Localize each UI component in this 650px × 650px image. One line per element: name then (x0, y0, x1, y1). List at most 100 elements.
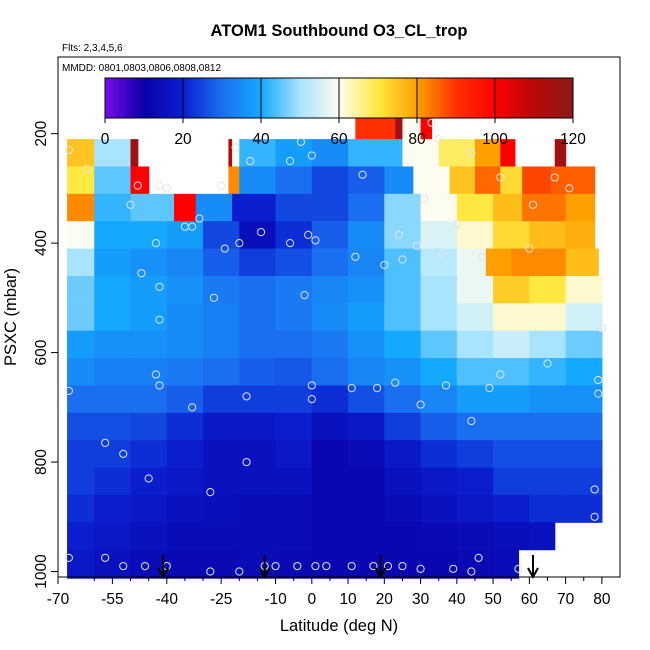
heatmap-cell (384, 385, 422, 414)
data-point (151, 370, 160, 379)
heatmap-cell (456, 221, 494, 250)
colorbar-ticks: 0 20 40 60 80 100 120 (101, 78, 586, 148)
heatmap-cell (493, 494, 530, 523)
heatmap-cell (456, 193, 494, 222)
data-point (271, 561, 280, 571)
data-point (144, 474, 153, 483)
data-point (311, 561, 320, 571)
heatmap-cell (67, 275, 95, 304)
heatmap-cell (348, 303, 385, 332)
data-point (322, 561, 331, 571)
y-axis-label: PSXC (mbar) (2, 268, 20, 366)
data-point (467, 567, 476, 576)
heatmap-cell (203, 221, 240, 250)
x-axis: -70 -55 -40 -25 -10 0 10 20 30 40 50 60 70 80 (47, 577, 611, 608)
heatmap-cell (94, 358, 132, 387)
heatmap-cell (67, 139, 95, 168)
data-point (256, 228, 266, 237)
data-point (594, 375, 603, 385)
heatmap-cell (311, 385, 349, 414)
data-point (594, 389, 603, 398)
heatmap-cell (130, 193, 175, 222)
heatmap-cell (67, 358, 95, 387)
heatmap-cell (130, 303, 168, 332)
heatmap-cell (474, 139, 501, 168)
heatmap-cell (275, 385, 313, 414)
heatmap-cell (348, 412, 385, 441)
heatmap-cell (130, 440, 168, 469)
data-point (242, 392, 251, 401)
heatmap-cell (456, 303, 494, 332)
data-point (383, 561, 393, 571)
heatmap-cell (348, 330, 385, 359)
heatmap-cell (500, 139, 516, 168)
heatmap-cell (384, 303, 422, 332)
heatmap-cell (166, 303, 204, 332)
heatmap-cell (500, 166, 523, 195)
heatmap-cell (493, 275, 530, 304)
colorbar-tick-label: 0 (101, 131, 110, 148)
heatmap-cell (348, 467, 385, 496)
heatmap-cell (232, 139, 240, 168)
data-point (242, 457, 251, 467)
heatmap-cell (94, 248, 132, 277)
data-point (151, 239, 160, 248)
data-point (485, 384, 494, 393)
y-tick-label: 600 (33, 339, 50, 365)
heatmap-cell (275, 358, 313, 387)
heatmap-cell (239, 412, 277, 441)
heatmap-cell (311, 412, 349, 441)
heatmap-cell (203, 522, 240, 551)
heatmap-cell (529, 412, 567, 441)
heatmap-cell (166, 549, 204, 579)
heatmap-cell (311, 549, 349, 579)
heatmap-cell (348, 440, 385, 469)
data-point (133, 181, 142, 190)
heatmap-cell (420, 303, 458, 332)
x-tick-label: 30 (412, 591, 430, 608)
heatmap-cell (529, 522, 556, 551)
heatmap-cell (348, 358, 385, 387)
data-point (496, 173, 505, 182)
heatmap-cell (130, 139, 139, 168)
x-tick-label: 80 (593, 591, 611, 608)
heatmap-cell (565, 385, 603, 414)
heatmap-cell (94, 412, 132, 441)
x-tick-label: 10 (339, 591, 357, 608)
heatmap-cell (275, 303, 313, 332)
data-point (217, 181, 226, 190)
heatmap-cell (94, 275, 132, 304)
heatmap-cell (493, 221, 530, 250)
plot-frame (57, 56, 621, 578)
data-point (441, 381, 451, 390)
heatmap-cell (275, 494, 313, 523)
x-tick-label: 60 (521, 591, 539, 608)
heatmap-cell (94, 139, 132, 168)
y-axis: 200 400 600 800 1000 (33, 120, 58, 589)
heatmap-cell (384, 467, 422, 496)
data-point (82, 165, 92, 174)
heatmap-cell (395, 109, 404, 140)
heatmap-cell (529, 221, 567, 250)
heatmap-cell (166, 330, 204, 359)
heatmap-cell (456, 440, 494, 469)
data-point (126, 200, 135, 209)
x-tick-label: 70 (557, 591, 575, 608)
y-tick-label: 800 (33, 449, 50, 475)
arrow-head (258, 567, 271, 580)
heatmap-cell (456, 330, 494, 359)
heatmap-cell (493, 522, 530, 551)
heatmap-cell (529, 494, 567, 523)
heatmap-cell (565, 358, 603, 387)
heatmap-cell (311, 467, 349, 496)
arrow-head (157, 567, 170, 580)
colorbar-tick-label: 120 (560, 131, 586, 148)
data-point (347, 561, 356, 571)
heatmap-cell (130, 248, 168, 277)
heatmap-cell (239, 221, 277, 250)
heatmap-cell (348, 166, 385, 195)
heatmap-cell (275, 330, 313, 359)
data-point (119, 449, 128, 458)
data-point (307, 395, 316, 404)
heatmap-cell (529, 275, 567, 304)
